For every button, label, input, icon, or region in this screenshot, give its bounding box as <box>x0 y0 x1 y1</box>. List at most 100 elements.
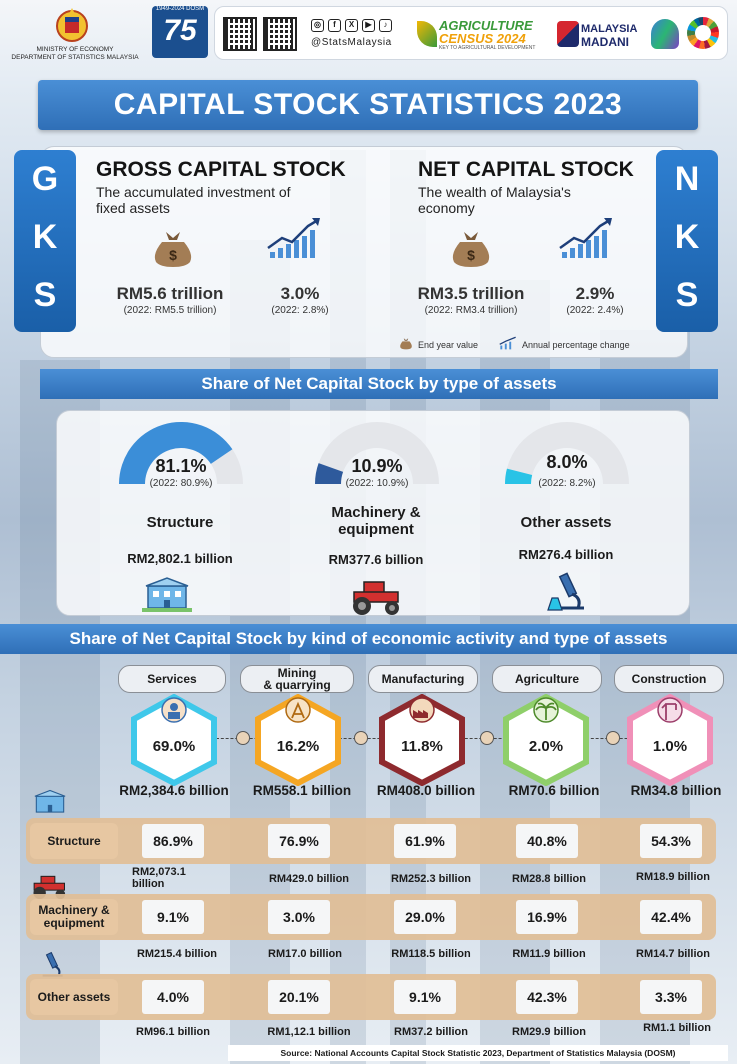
machinery-row-label: Machinery & equipment <box>30 899 118 935</box>
sdg-wheel-icon <box>687 17 719 49</box>
activity-name-line: Services <box>147 672 197 686</box>
svg-text:$: $ <box>169 247 177 263</box>
connector-node <box>236 731 250 745</box>
agriculture-census-logo: AGRICULTURE CENSUS 2024 KEY TO AGRICULTU… <box>417 17 549 51</box>
dosm-badge-number: 75 <box>163 14 197 47</box>
val-structure-services: RM2,073.1 billion <box>110 866 190 890</box>
machinery-row <box>26 894 716 940</box>
malaysia-madani-logo: MALAYSIA MADANI <box>557 17 645 51</box>
val-other-agriculture: RM29.9 billion <box>512 1026 586 1038</box>
qr-code-icon[interactable] <box>223 17 257 51</box>
social-handle[interactable]: @StatsMalaysia <box>311 37 392 48</box>
activity-name-line: Manufacturing <box>381 672 465 686</box>
malaysia-crest-icon <box>56 8 88 42</box>
activity-name-line: & quarrying <box>263 678 331 692</box>
legend-annual-change: Annual percentage change <box>522 340 630 350</box>
val-machinery-construction: RM14.7 billion <box>636 948 710 960</box>
row-label-line: Machinery & <box>38 903 110 917</box>
youtube-icon[interactable]: ▶ <box>362 19 375 32</box>
row-label-line: equipment <box>43 916 105 930</box>
source-note: Source: National Accounts Capital Stock … <box>228 1045 728 1061</box>
cell-structure-agriculture: 40.8% <box>516 824 578 858</box>
crane-icon <box>657 697 683 723</box>
mining-hexagon <box>255 694 341 786</box>
mining-value: RM558.1 billion <box>252 783 352 798</box>
gks-value: RM5.6 trillion <box>116 284 224 303</box>
val-other-services: RM96.1 billion <box>136 1026 210 1038</box>
val-machinery-manufacturing: RM118.5 billion <box>391 948 471 960</box>
structure-share: 81.1% <box>155 456 207 476</box>
asset-name-line: Other assets <box>520 514 612 531</box>
tiktok-icon[interactable]: ♪ <box>379 19 392 32</box>
val-other-manufacturing: RM37.2 billion <box>394 1026 468 1038</box>
nks-letter: K <box>674 218 700 256</box>
cell-structure-manufacturing: 61.9% <box>394 824 456 858</box>
cell-other-mining: 20.1% <box>268 980 330 1014</box>
other-assets-value: RM276.4 billion <box>518 547 614 562</box>
agriculture-hexagon <box>503 694 589 786</box>
nks-description-line: The wealth of Malaysia's <box>418 184 571 200</box>
instagram-icon[interactable]: ◎ <box>311 19 324 32</box>
val-structure-manufacturing: RM252.3 billion <box>390 873 472 885</box>
val-other-mining: RM1,12.1 billion <box>267 1026 351 1038</box>
asset-name-line: Machinery & <box>331 504 421 521</box>
other-assets-label: Other assets <box>486 514 646 531</box>
structure-prev: (2022: 80.9%) <box>149 478 213 489</box>
connector-node <box>354 731 368 745</box>
structure-label: Structure <box>100 514 260 531</box>
gks-description-line: The accumulated investment of <box>96 184 291 200</box>
header-logo-bar: ◎ f X ▶ ♪ @StatsMalaysia AGRICULTURE CEN… <box>214 6 728 60</box>
gks-change-prev: (2022: 2.8%) <box>271 305 329 316</box>
cell-structure-mining: 76.9% <box>268 824 330 858</box>
cell-other-construction: 3.3% <box>640 980 702 1014</box>
microscope-icon <box>547 572 584 611</box>
val-other-construction: RM1.1 billion <box>643 1022 711 1034</box>
manufacturing-hexagon <box>379 694 465 786</box>
construction-hexagon <box>627 694 713 786</box>
construction-share: 1.0% <box>652 738 688 755</box>
gks-description-line: fixed assets <box>96 200 170 216</box>
asset-name-line: Structure <box>146 514 214 531</box>
row-label-line: Structure <box>47 833 101 848</box>
cell-other-manufacturing: 9.1% <box>394 980 456 1014</box>
machinery-gauge <box>315 422 439 484</box>
machinery-prev: (2022: 10.9%) <box>345 478 409 489</box>
nks-description-line: economy <box>418 200 475 216</box>
madani-line2: MADANI <box>581 35 629 49</box>
val-structure-mining: RM429.0 billion <box>268 873 350 885</box>
gks-value-prev: (2022: RM5.5 trillion) <box>123 305 217 316</box>
nks-letter: N <box>674 160 700 198</box>
growth-chart-icon <box>559 218 612 258</box>
factory-icon <box>409 697 435 723</box>
machinery-share: 10.9% <box>351 456 403 476</box>
cell-machinery-manufacturing: 29.0% <box>394 900 456 934</box>
building-icon <box>34 789 66 813</box>
other-assets-gauge <box>505 422 629 484</box>
x-twitter-icon[interactable]: X <box>345 19 358 32</box>
census-leaf-icon <box>417 21 437 47</box>
construction-value: RM34.8 billion <box>630 783 722 798</box>
gauge-track <box>315 422 439 484</box>
machinery-label: Machinery & equipment <box>296 504 456 538</box>
gks-letter: K <box>32 218 58 256</box>
gks-letter: S <box>33 276 57 314</box>
census-tagline: KEY TO AGRICULTURAL DEVELOPMENT <box>439 45 536 51</box>
cell-other-services: 4.0% <box>142 980 204 1014</box>
services-hexagon <box>131 694 217 786</box>
gauge-fill <box>315 463 344 484</box>
building-icon <box>142 577 192 612</box>
facebook-icon[interactable]: f <box>328 19 341 32</box>
other-assets-share: 8.0% <box>546 452 588 472</box>
services-value: RM2,384.6 billion <box>119 783 229 798</box>
other-assets-prev: (2022: 8.2%) <box>538 478 596 489</box>
gks-letter: G <box>31 160 59 198</box>
nks-value: RM3.5 trillion <box>417 284 525 303</box>
oil-rig-icon <box>285 697 311 723</box>
activity-name-line: Construction <box>631 672 707 686</box>
census-line2: CENSUS 2024 <box>439 31 526 46</box>
qr-code-icon[interactable] <box>263 17 297 51</box>
structure-gauge <box>119 422 243 484</box>
connector-node <box>606 731 620 745</box>
agriculture-share: 2.0% <box>528 738 564 755</box>
gks-title: GROSS CAPITAL STOCK <box>96 158 346 181</box>
